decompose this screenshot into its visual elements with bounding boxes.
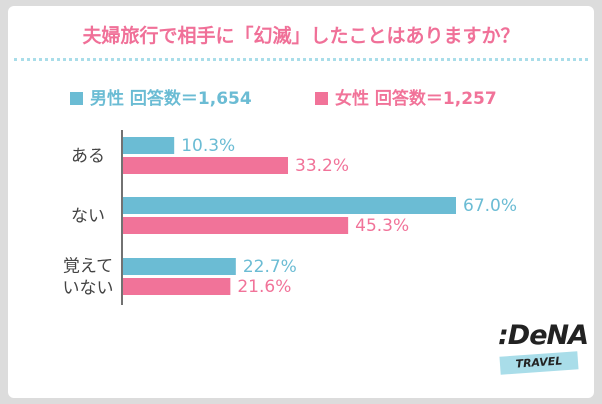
female-bar [123, 217, 349, 234]
male-value-label: 67.0% [463, 196, 517, 216]
chart-title: 夫婦旅行で相手に「幻滅」したことはありますか？ [82, 25, 520, 47]
category-label: ない [71, 207, 105, 227]
male-bar [123, 137, 175, 154]
female-bar [123, 278, 231, 295]
male-bar [123, 258, 236, 275]
legend-male-label: 男性 回答数＝1,654 [90, 89, 252, 109]
female-value-label: 45.3% [355, 216, 409, 236]
male-value-label: 22.7% [243, 257, 297, 277]
legend-female-label: 女性 回答数＝1,257 [335, 89, 497, 109]
female-value-label: 21.6% [237, 277, 291, 297]
legend-male: 男性 回答数＝1,654 [70, 84, 252, 109]
category-label: 覚えて [63, 257, 113, 277]
legend-male-swatch [70, 92, 83, 105]
dena-travel-logo: :DeNA TRAVEL [496, 316, 589, 380]
logo-main-text: :DeNA [498, 320, 589, 351]
dotted-divider [14, 58, 588, 61]
category-label: いない [63, 279, 114, 299]
male-value-label: 10.3% [181, 136, 235, 156]
logo-sub-text: TRAVEL [499, 351, 579, 375]
male-bar [123, 197, 456, 214]
legend-female: 女性 回答数＝1,257 [315, 84, 497, 109]
female-bar [123, 157, 289, 174]
category-label: ある [71, 147, 105, 167]
legend-female-swatch [315, 92, 328, 105]
female-value-label: 33.2% [295, 156, 349, 176]
